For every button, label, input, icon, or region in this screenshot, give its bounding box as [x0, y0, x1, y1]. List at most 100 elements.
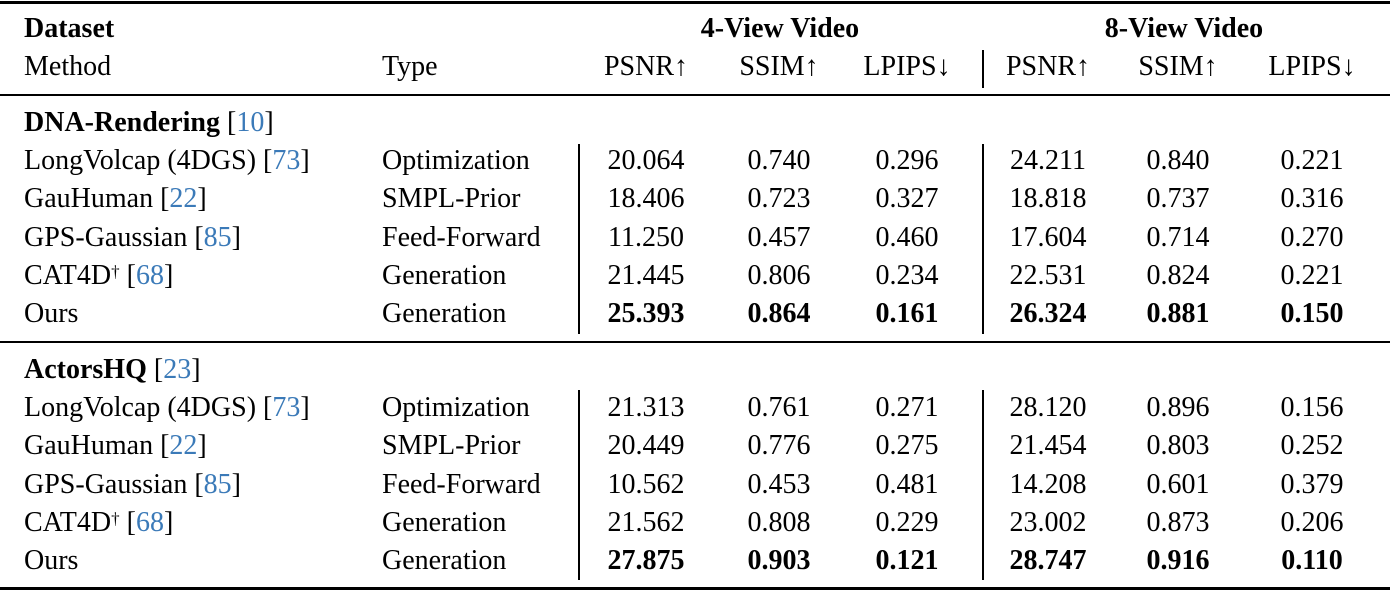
group-header-8view: 8-View Video	[1104, 13, 1264, 44]
top-rule	[0, 1, 1390, 4]
metric-cell: 0.234	[875, 259, 939, 291]
metric-cell: 27.875	[607, 545, 685, 577]
method-name: Ours	[24, 298, 79, 330]
method-name: Ours	[24, 545, 79, 577]
metric-header: SSIM↑	[1138, 51, 1218, 82]
metric-cell: 0.457	[747, 221, 811, 253]
header-rule	[0, 94, 1390, 96]
method-name: CAT4D	[24, 259, 112, 291]
metric-cell: 0.903	[747, 545, 811, 577]
metric-cell: 0.327	[875, 183, 939, 215]
metric-cell: 0.221	[1280, 145, 1344, 176]
metric-header: LPIPS↓	[1268, 51, 1356, 82]
metric-cell: 0.271	[875, 392, 939, 423]
metric-cell: 21.562	[607, 506, 685, 538]
dagger-mark: †	[111, 508, 120, 528]
metric-cell: 0.453	[747, 468, 811, 500]
metric-cell: 24.211	[1010, 145, 1086, 176]
method-name: CAT4D	[24, 506, 112, 538]
metric-cell: 0.275	[875, 430, 939, 462]
type-cell: Generation	[382, 506, 507, 538]
metric-cell: 0.808	[747, 506, 811, 538]
header-separator	[982, 50, 984, 88]
method-cell: GPS-Gaussian [85]	[24, 221, 241, 253]
dataset-name: DNA-Rendering	[24, 107, 220, 138]
method-cell: GauHuman [22]	[24, 430, 207, 462]
citation-link[interactable]: 85	[203, 468, 232, 500]
citation-link[interactable]: 73	[272, 392, 301, 423]
method-name: GPS-Gaussian	[24, 221, 188, 253]
metric-cell: 0.803	[1146, 430, 1210, 462]
type-cell: Optimization	[382, 145, 530, 176]
metric-cell: 28.120	[1009, 392, 1087, 423]
metric-cell: 0.737	[1146, 183, 1210, 215]
metric-cell: 28.747	[1009, 545, 1087, 577]
metric-cell: 17.604	[1009, 221, 1087, 253]
type-header: Type	[382, 51, 438, 82]
type-cell: Generation	[382, 298, 507, 330]
citation-link[interactable]: 68	[135, 506, 164, 538]
metric-cell: 14.208	[1009, 468, 1087, 500]
method-cell: CAT4D† [68]	[24, 506, 174, 538]
citation-link[interactable]: 10	[236, 107, 265, 138]
method-name: GauHuman	[24, 430, 154, 462]
type-cell: Optimization	[382, 392, 530, 423]
metric-cell: 0.873	[1146, 506, 1210, 538]
dataset-header: Dataset	[24, 13, 115, 44]
metric-cell: 0.379	[1280, 468, 1344, 500]
metric-cell: 11.250	[608, 221, 684, 253]
method-header: Method	[24, 51, 112, 82]
metric-cell: 23.002	[1009, 506, 1087, 538]
method-name: GPS-Gaussian	[24, 468, 188, 500]
group-separator-1	[982, 144, 984, 334]
type-cell: Feed-Forward	[382, 221, 541, 253]
metric-cell: 0.806	[747, 259, 811, 291]
metric-cell: 0.206	[1280, 506, 1344, 538]
citation-link[interactable]: 23	[163, 354, 192, 385]
citation-link[interactable]: 68	[135, 259, 164, 291]
metric-cell: 0.916	[1146, 545, 1210, 577]
metric-cell: 0.110	[1281, 545, 1343, 577]
citation-link[interactable]: 73	[272, 145, 301, 176]
type-cell: SMPL-Prior	[382, 183, 521, 215]
bottom-rule	[0, 587, 1390, 590]
metric-cell: 0.840	[1146, 145, 1210, 176]
group-header-4view: 4-View Video	[700, 13, 860, 44]
metric-cell: 0.864	[747, 298, 811, 330]
dataset-name: ActorsHQ	[24, 354, 147, 385]
metric-cell: 0.121	[875, 545, 939, 577]
metric-header: PSNR↑	[603, 51, 689, 82]
type-separator-1	[578, 144, 580, 334]
type-cell: SMPL-Prior	[382, 430, 521, 462]
metric-cell: 18.818	[1009, 183, 1087, 215]
metric-cell: 0.714	[1146, 221, 1210, 253]
method-cell: GauHuman [22]	[24, 183, 207, 215]
type-cell: Generation	[382, 259, 507, 291]
metric-cell: 0.824	[1146, 259, 1210, 291]
section-title: DNA-Rendering [10]	[24, 107, 274, 138]
metric-cell: 20.064	[607, 145, 685, 176]
metric-cell: 0.252	[1280, 430, 1344, 462]
method-name: GauHuman	[24, 183, 154, 215]
metric-cell: 0.296	[875, 145, 939, 176]
metric-cell: 0.761	[747, 392, 811, 423]
metric-cell: 21.445	[607, 259, 685, 291]
type-separator-2	[578, 390, 580, 580]
metric-cell: 0.881	[1146, 298, 1210, 330]
metric-cell: 0.460	[875, 221, 939, 253]
citation-link[interactable]: 22	[169, 430, 198, 462]
citation-link[interactable]: 85	[203, 221, 232, 253]
metric-cell: 0.723	[747, 183, 811, 215]
metric-header: LPIPS↓	[863, 51, 951, 82]
method-cell: Ours	[24, 298, 78, 330]
metric-cell: 0.316	[1280, 183, 1344, 215]
type-cell: Feed-Forward	[382, 468, 541, 500]
metric-cell: 0.776	[747, 430, 811, 462]
method-cell: GPS-Gaussian [85]	[24, 468, 241, 500]
method-name: LongVolcap (4DGS)	[24, 145, 257, 176]
citation-link[interactable]: 22	[169, 183, 198, 215]
metric-cell: 21.313	[607, 392, 685, 423]
metric-cell: 0.740	[747, 145, 811, 176]
metric-cell: 0.221	[1280, 259, 1344, 291]
metric-cell: 0.150	[1280, 298, 1344, 330]
